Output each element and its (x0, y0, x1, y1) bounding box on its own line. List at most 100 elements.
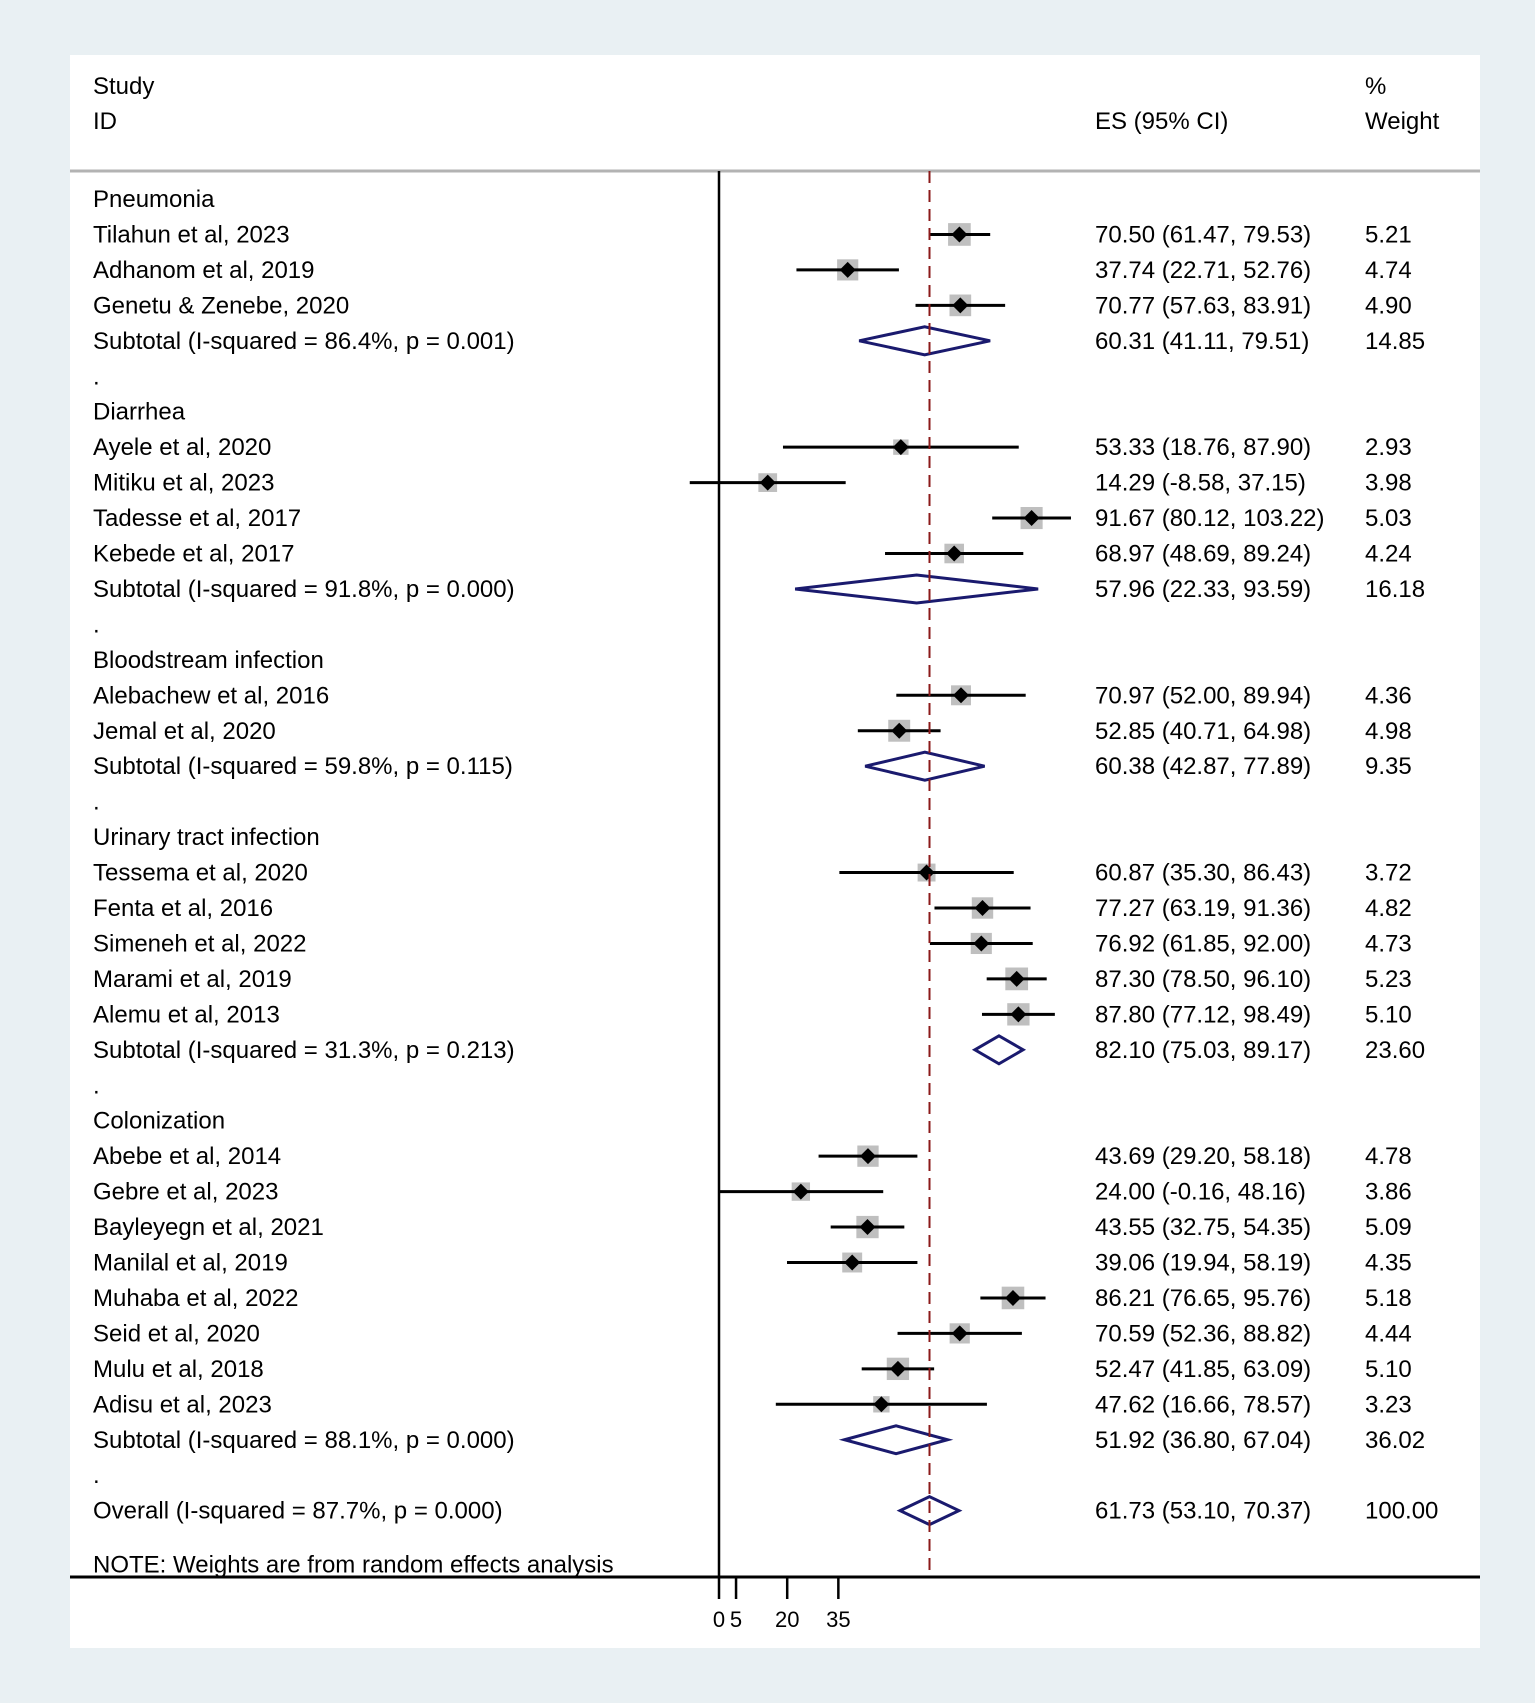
subtotal-weight: 16.18 (1365, 576, 1425, 603)
study-label: Muhaba et al, 2022 (93, 1285, 299, 1312)
study-es-ci: 87.80 (77.12, 98.49) (1095, 1001, 1311, 1028)
group-heading: Colonization (93, 1108, 225, 1135)
study-label: Marami et al, 2019 (93, 966, 292, 993)
study-weight: 5.10 (1365, 1356, 1412, 1383)
study-es-ci: 43.69 (29.20, 58.18) (1095, 1143, 1311, 1170)
subtotal-diamond (971, 1034, 1027, 1066)
study-es-ci: 60.87 (35.30, 86.43) (1095, 860, 1311, 887)
point-estimate (873, 1396, 890, 1413)
study-label: Manilal et al, 2019 (93, 1250, 288, 1277)
subtotal-diamond (858, 325, 991, 357)
study-weight: 5.21 (1365, 221, 1412, 248)
study-es-ci: 53.33 (18.76, 87.90) (1095, 434, 1311, 461)
study-label: Genetu & Zenebe, 2020 (93, 292, 349, 319)
subtotal-es-ci: 82.10 (75.03, 89.17) (1095, 1037, 1311, 1064)
study-es-ci: 14.29 (-8.58, 37.15) (1095, 470, 1306, 497)
study-es-ci: 24.00 (-0.16, 48.16) (1095, 1179, 1306, 1206)
study-es-ci: 76.92 (61.85, 92.00) (1095, 930, 1311, 957)
x-tick-label: 20 (775, 1607, 799, 1632)
forest-plot-panel: Study ID ES (95% CI) % Weight Pneumonia T… (70, 55, 1480, 1648)
study-label: Tilahun et al, 2023 (93, 221, 290, 248)
header-percent: % (1365, 73, 1386, 100)
x-tick-label: 35 (826, 1607, 850, 1632)
study-es-ci: 70.59 (52.36, 88.82) (1095, 1320, 1311, 1347)
point-estimate (844, 1254, 861, 1271)
subtotal-label: Subtotal (I-squared = 59.8%, p = 0.115) (93, 753, 513, 780)
study-label: Kebede et al, 2017 (93, 541, 295, 568)
study-es-ci: 70.97 (52.00, 89.94) (1095, 682, 1311, 709)
point-estimate (974, 900, 991, 916)
study-label: Mitiku et al, 2023 (93, 470, 274, 497)
study-weight: 4.44 (1365, 1320, 1412, 1347)
subtotal-diamond (864, 750, 985, 782)
subtotal-weight: 9.35 (1365, 753, 1412, 780)
study-label: Simeneh et al, 2022 (93, 930, 306, 957)
point-estimate (792, 1183, 809, 1200)
subtotal-label: Subtotal (I-squared = 91.8%, p = 0.000) (93, 576, 515, 603)
subtotal-diamond (838, 1424, 954, 1456)
point-estimate (952, 297, 969, 314)
study-label: Alebachew et al, 2016 (93, 682, 329, 709)
group-separator: . (93, 363, 100, 390)
header-id: ID (93, 108, 117, 135)
x-axis: 0 5 20 35 (70, 171, 1480, 1632)
point-estimate (951, 226, 968, 243)
study-es-ci: 68.97 (48.69, 89.24) (1095, 541, 1311, 568)
study-label: Abebe et al, 2014 (93, 1143, 281, 1170)
overall-diamond (896, 1494, 963, 1527)
study-weight: 5.10 (1365, 1001, 1412, 1028)
study-label: Adisu et al, 2023 (93, 1391, 272, 1418)
study-es-ci: 37.74 (22.71, 52.76) (1095, 257, 1311, 284)
forest-rows: Pneumonia Tilahun et al, 2023 70.50 (61.47… (93, 186, 1438, 1579)
group-separator: . (93, 1462, 100, 1489)
study-weight: 4.35 (1365, 1250, 1412, 1277)
point-estimate (953, 687, 970, 704)
subtotal-es-ci: 60.38 (42.87, 77.89) (1095, 753, 1311, 780)
group-separator: . (93, 789, 100, 816)
point-estimate (889, 1360, 906, 1377)
point-estimate (918, 864, 935, 881)
x-tick-label: 0 (713, 1607, 725, 1632)
study-weight: 4.82 (1365, 895, 1412, 922)
study-es-ci: 70.77 (57.63, 83.91) (1095, 292, 1311, 319)
study-es-ci: 52.47 (41.85, 63.09) (1095, 1356, 1311, 1383)
point-estimate (1010, 1006, 1027, 1023)
study-label: Alemu et al, 2013 (93, 1001, 280, 1028)
study-label: Tadesse et al, 2017 (93, 505, 301, 532)
study-weight: 4.36 (1365, 682, 1412, 709)
study-label: Tessema et al, 2020 (93, 860, 308, 887)
subtotal-es-ci: 51.92 (36.80, 67.04) (1095, 1427, 1311, 1454)
subtotal-weight: 14.85 (1365, 328, 1425, 355)
overall-es-ci: 61.73 (53.10, 70.37) (1095, 1498, 1311, 1525)
study-label: Seid et al, 2020 (93, 1320, 260, 1347)
point-estimate (1023, 510, 1040, 527)
study-label: Bayleyegn et al, 2021 (93, 1214, 324, 1241)
study-es-ci: 39.06 (19.94, 58.19) (1095, 1250, 1311, 1277)
study-weight: 5.23 (1365, 966, 1412, 993)
study-weight: 5.18 (1365, 1285, 1412, 1312)
group-heading: Diarrhea (93, 399, 186, 426)
point-estimate (839, 261, 856, 278)
overall-label: Overall (I-squared = 87.7%, p = 0.000) (93, 1498, 503, 1525)
study-label: Gebre et al, 2023 (93, 1179, 278, 1206)
forest-plot: Study ID ES (95% CI) % Weight Pneumonia T… (70, 73, 1480, 1632)
overall-weight: 100.00 (1365, 1498, 1438, 1525)
study-label: Ayele et al, 2020 (93, 434, 271, 461)
study-weight: 2.93 (1365, 434, 1412, 461)
study-weight: 4.90 (1365, 292, 1412, 319)
study-weight: 5.03 (1365, 505, 1412, 532)
point-estimate (973, 935, 990, 952)
study-es-ci: 87.30 (78.50, 96.10) (1095, 966, 1311, 993)
study-weight: 4.98 (1365, 718, 1412, 745)
study-weight: 5.09 (1365, 1214, 1412, 1241)
header-weight: Weight (1365, 108, 1440, 135)
point-estimate (859, 1219, 876, 1236)
study-label: Mulu et al, 2018 (93, 1356, 264, 1383)
header-study: Study (93, 73, 154, 100)
study-es-ci: 47.62 (16.66, 78.57) (1095, 1391, 1311, 1418)
study-es-ci: 91.67 (80.12, 103.22) (1095, 505, 1325, 532)
point-estimate (951, 1325, 968, 1342)
point-estimate (859, 1148, 876, 1165)
study-weight: 4.73 (1365, 930, 1412, 957)
group-separator: . (93, 611, 100, 638)
